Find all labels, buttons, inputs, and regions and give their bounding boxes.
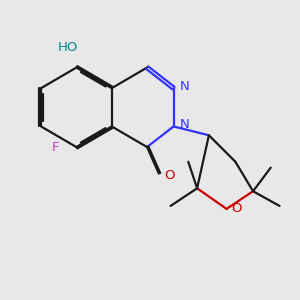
Text: N: N	[180, 118, 190, 131]
Text: O: O	[164, 169, 174, 182]
Text: N: N	[180, 80, 190, 93]
Text: F: F	[52, 141, 59, 154]
Text: HO: HO	[57, 41, 78, 54]
Text: O: O	[232, 202, 242, 215]
